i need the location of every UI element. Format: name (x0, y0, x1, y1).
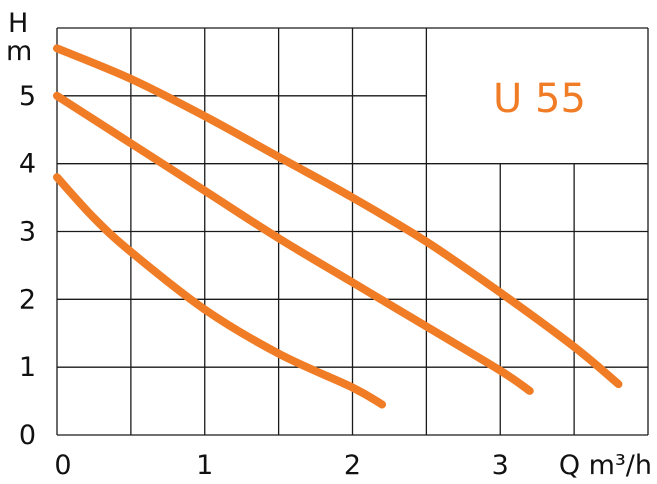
y-axis-title-unit: m (6, 36, 32, 67)
x-tick-label: 2 (344, 450, 361, 481)
x-tick-label: 0 (54, 450, 71, 481)
x-tick-label: 1 (196, 450, 213, 481)
y-tick-label: 1 (19, 352, 36, 383)
tick-labels: 0 1 2 3 4 5 0 1 2 3 (19, 81, 509, 481)
y-tick-label: 2 (19, 284, 36, 315)
pump-curve (53, 44, 623, 389)
grid (56, 27, 649, 436)
y-tick-label: 0 (19, 420, 36, 451)
y-tick-label: 5 (19, 81, 36, 112)
chart-label: U 55 (493, 76, 586, 122)
curves (53, 44, 623, 409)
x-tick-label: 3 (492, 450, 509, 481)
x-axis-title: Q m³/h (559, 450, 652, 481)
pump-curve (53, 173, 387, 409)
pump-curve (53, 91, 534, 395)
y-tick-label: 4 (19, 149, 36, 180)
y-tick-label: 3 (19, 217, 36, 248)
y-axis-title-h: H (8, 8, 28, 39)
